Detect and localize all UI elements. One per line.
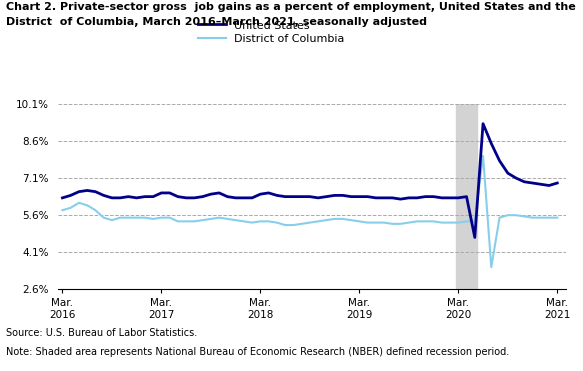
Text: District  of Columbia, March 2016–March 2021, seasonally adjusted: District of Columbia, March 2016–March 2… <box>6 17 427 27</box>
Text: Source: U.S. Bureau of Labor Statistics.: Source: U.S. Bureau of Labor Statistics. <box>6 328 197 338</box>
Bar <box>456 104 477 289</box>
Text: Chart 2. Private-sector gross  job gains as a percent of employment, United Stat: Chart 2. Private-sector gross job gains … <box>6 2 575 12</box>
Text: Note: Shaded area represents National Bureau of Economic Research (NBER) defined: Note: Shaded area represents National Bu… <box>6 347 509 357</box>
Legend: United States, District of Columbia: United States, District of Columbia <box>198 20 345 44</box>
